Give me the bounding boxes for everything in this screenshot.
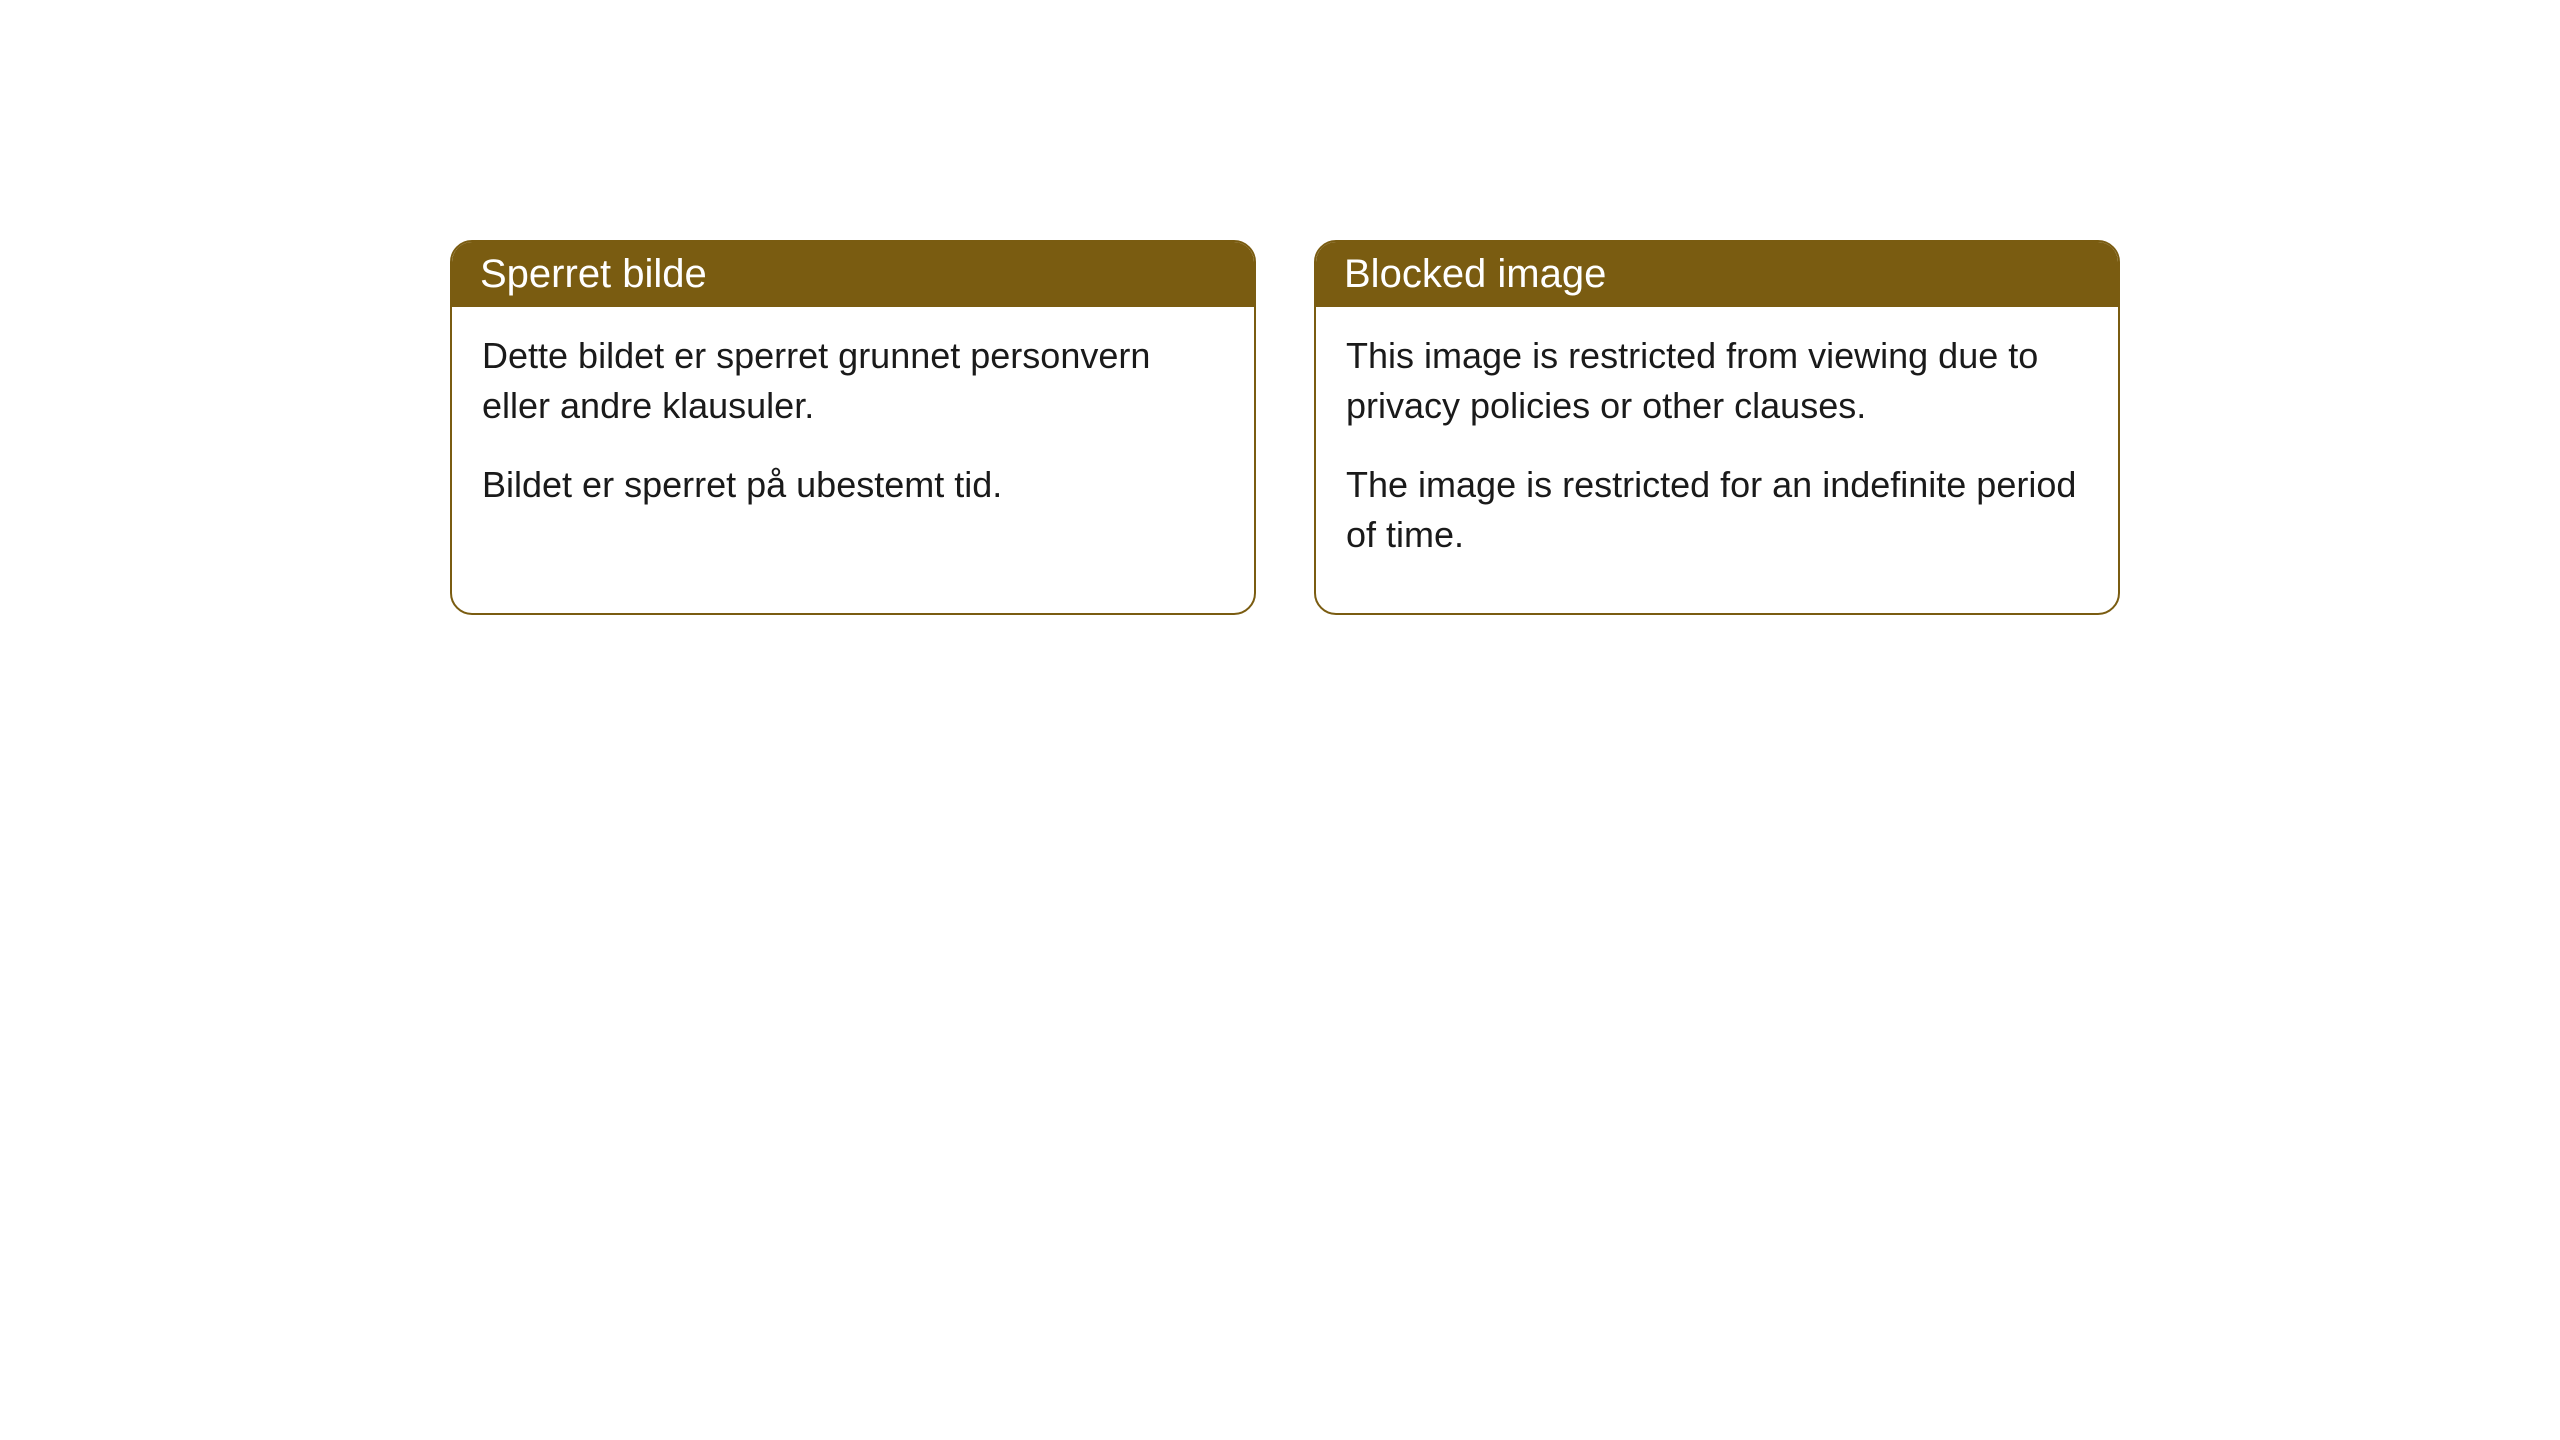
card-paragraph-2-norwegian: Bildet er sperret på ubestemt tid. — [482, 460, 1224, 510]
card-header-norwegian: Sperret bilde — [452, 242, 1254, 307]
card-paragraph-1-norwegian: Dette bildet er sperret grunnet personve… — [482, 331, 1224, 432]
card-title-english: Blocked image — [1344, 252, 1606, 296]
card-title-norwegian: Sperret bilde — [480, 252, 707, 296]
card-paragraph-2-english: The image is restricted for an indefinit… — [1346, 460, 2088, 561]
card-body-norwegian: Dette bildet er sperret grunnet personve… — [452, 307, 1254, 562]
card-body-english: This image is restricted from viewing du… — [1316, 307, 2118, 613]
cards-container: Sperret bilde Dette bildet er sperret gr… — [450, 240, 2560, 615]
card-header-english: Blocked image — [1316, 242, 2118, 307]
card-english: Blocked image This image is restricted f… — [1314, 240, 2120, 615]
card-paragraph-1-english: This image is restricted from viewing du… — [1346, 331, 2088, 432]
card-norwegian: Sperret bilde Dette bildet er sperret gr… — [450, 240, 1256, 615]
